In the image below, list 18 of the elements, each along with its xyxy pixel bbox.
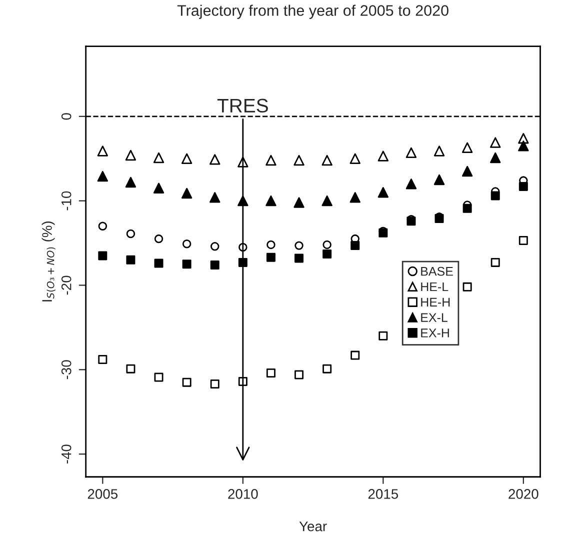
y-axis-title: I$_{S(O₃+NO)}$ (%) xyxy=(42,222,56,302)
annotation: TRES xyxy=(217,98,268,113)
x-tick-label: 2015 xyxy=(368,489,398,499)
y-tick-label: -40 xyxy=(61,444,72,464)
legend-label: HE-L xyxy=(421,282,448,292)
x-tick-label: 2010 xyxy=(228,489,258,499)
y-tick-label: -30 xyxy=(61,360,72,380)
x-tick-label: 2020 xyxy=(508,489,538,499)
legend-label: BASE xyxy=(421,266,453,276)
y-tick-label: -20 xyxy=(61,276,72,295)
x-axis-title: Year xyxy=(299,522,327,532)
x-tick-label: 2005 xyxy=(88,489,118,499)
y-tick-label: -10 xyxy=(61,191,72,210)
y-tick-label: 0 xyxy=(61,113,72,120)
legend-label: HE-H xyxy=(421,298,450,306)
legend-label: EX-H xyxy=(421,328,449,338)
chart-title: Trajectory from the year of 2005 to 2020 xyxy=(177,4,448,19)
legend-label: EX-L xyxy=(421,313,448,322)
